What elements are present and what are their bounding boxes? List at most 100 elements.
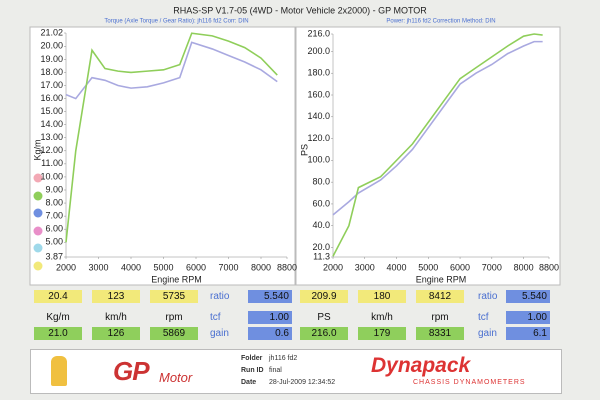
readout-value: 21.0	[34, 327, 82, 340]
readout-value: 209.9	[300, 290, 348, 303]
field-label: Run ID	[241, 367, 264, 374]
x-tick-label: 5000	[153, 262, 173, 272]
dot	[33, 243, 43, 253]
x-tick-label: 3000	[88, 262, 108, 272]
y-tick-label: 40.0	[312, 220, 330, 230]
readout-value: PS	[317, 312, 331, 323]
readout-value: 0.6	[248, 327, 292, 340]
y-tick-label: 200.0	[307, 46, 330, 56]
x-tick-label: 4000	[121, 262, 141, 272]
readout-value: rpm	[165, 312, 183, 323]
y-tick-label: 5.00	[45, 237, 63, 247]
logo-motor: Motor	[159, 370, 193, 385]
run-dots	[33, 173, 43, 271]
dot	[33, 191, 43, 201]
dot	[33, 226, 43, 236]
readout-value: 1.00	[248, 311, 292, 324]
right-panel	[295, 26, 561, 286]
readout-value: 8412	[416, 290, 464, 303]
y-tick-label: 60.0	[312, 198, 330, 208]
y-tick-label: 9.00	[45, 184, 63, 194]
dot	[33, 208, 43, 218]
y-axis-label: Kg/m	[32, 139, 42, 160]
y-tick-label: 80.0	[312, 177, 330, 187]
readout-value: 1.00	[506, 311, 550, 324]
subtitle: Power: jh116 fd2 Correction Method: DIN	[386, 19, 495, 25]
x-tick-label: 2000	[56, 262, 76, 272]
y-tick-label: 160.0	[307, 89, 330, 99]
y-tick-label: 140.0	[307, 111, 330, 121]
y-tick-label: 14.00	[40, 119, 63, 129]
readout-value: km/h	[105, 312, 127, 323]
y-tick-label: 11.00	[41, 158, 63, 168]
readout-value: 5869	[150, 327, 198, 340]
x-tick-label: 8800	[539, 262, 559, 272]
readout-value: 180	[358, 290, 406, 303]
field-value: 28-Jul-2009 12:34:52	[269, 379, 336, 386]
dot	[33, 261, 43, 271]
footer: GP Motor Dynapack CHASSIS DYNAMOMETERS F…	[30, 349, 562, 394]
y-tick-label: 216.0	[307, 28, 330, 38]
y-tick-label: 17.00	[40, 80, 63, 90]
series-line	[332, 33, 543, 257]
x-tick-label: 6000	[450, 262, 470, 272]
readout-value: km/h	[371, 312, 393, 323]
y-tick-label: 6.00	[45, 224, 63, 234]
x-tick-label: 8800	[277, 262, 297, 272]
x-axis-label: Engine RPM	[151, 274, 202, 284]
readout-value: 20.4	[34, 290, 82, 303]
series-line	[65, 41, 278, 100]
x-tick-label: 4000	[387, 262, 407, 272]
chart-area: RHAS-SP V1.7-05 (4WD - Motor Vehicle 2x2…	[29, 5, 561, 286]
readout-value: rpm	[431, 312, 449, 323]
field-label: Date	[241, 379, 257, 386]
readout-value: 5.540	[248, 290, 292, 303]
readout-label: tcf	[478, 312, 489, 323]
readout-label: gain	[210, 328, 229, 339]
x-tick-label: 5000	[418, 262, 438, 272]
readout-value: 179	[358, 327, 406, 340]
x-tick-label: 8000	[251, 262, 271, 272]
readout-value: 5.540	[506, 290, 550, 303]
y-tick-label: 13.00	[40, 132, 63, 142]
readout-label: ratio	[478, 291, 498, 302]
x-axis-label: Engine RPM	[416, 274, 467, 284]
readout-label: tcf	[210, 312, 221, 323]
readout-value: 126	[92, 327, 140, 340]
x-tick-label: 3000	[355, 262, 375, 272]
y-tick-label: 11.3	[313, 251, 330, 261]
y-tick-label: 7.00	[45, 210, 63, 220]
field-value: jh116 fd2	[269, 355, 298, 362]
x-tick-label: 7000	[482, 262, 502, 272]
x-tick-label: 2000	[323, 262, 343, 272]
dot	[33, 173, 43, 183]
y-tick-label: 120.0	[307, 133, 330, 143]
logo-gp: GP	[113, 356, 150, 386]
readout-value: 123	[92, 290, 140, 303]
y-tick-label: 19.00	[40, 54, 63, 64]
y-tick-label: 20.00	[40, 41, 63, 51]
x-tick-label: 6000	[186, 262, 206, 272]
readout-value: 5735	[150, 290, 198, 303]
y-tick-label: 8.00	[45, 197, 63, 207]
subtitle: Torque (Axle Torque / Gear Ratio): jh116…	[104, 19, 248, 25]
y-tick-label: 3.87	[45, 251, 63, 261]
x-tick-label: 7000	[218, 262, 238, 272]
y-tick-label: 15.00	[40, 106, 63, 116]
y-tick-label: 16.00	[40, 93, 63, 103]
y-tick-label: 18.00	[40, 67, 63, 77]
y-tick-label: 10.00	[40, 171, 63, 181]
y-tick-label: 21.02	[40, 27, 63, 37]
readout-value: Kg/m	[46, 312, 70, 323]
readout-label: ratio	[210, 291, 230, 302]
y-tick-label: 20.0	[312, 242, 330, 252]
mascot	[51, 356, 67, 386]
readout-value: 216.0	[300, 327, 348, 340]
y-axis-label: PS	[299, 144, 309, 156]
readout-value: 6.1	[506, 327, 550, 340]
series-line	[65, 32, 278, 243]
readout-value: 8331	[416, 327, 464, 340]
y-tick-label: 12.00	[40, 145, 63, 155]
y-tick-label: 100.0	[307, 155, 330, 165]
